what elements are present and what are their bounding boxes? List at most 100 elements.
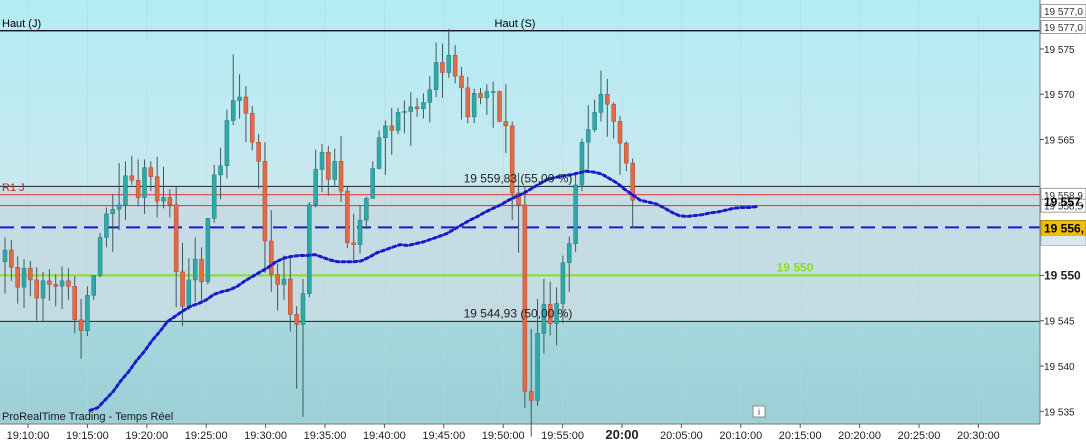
candle xyxy=(281,255,287,300)
candle-body xyxy=(9,249,14,268)
candle xyxy=(53,274,58,307)
moving-average xyxy=(88,169,758,412)
candle-body xyxy=(167,197,173,206)
candle-body xyxy=(541,304,547,334)
candle-body xyxy=(104,213,109,238)
candle-body xyxy=(592,112,597,130)
candle-body xyxy=(465,87,471,118)
x-tick-label: 19:30:00 xyxy=(244,430,287,442)
candle xyxy=(452,45,458,84)
candle-body xyxy=(522,204,528,392)
x-tick-label: 19:35:00 xyxy=(304,430,347,442)
candle xyxy=(256,134,261,189)
candle-body xyxy=(15,267,20,288)
candle xyxy=(59,266,65,309)
candle-body xyxy=(389,125,394,131)
x-tick-label: 20:15:00 xyxy=(779,430,822,442)
candle xyxy=(72,276,77,334)
x-tick-label: 19:15:00 xyxy=(66,430,109,442)
axis-value-label: 19 577,0 xyxy=(1044,23,1083,34)
candle xyxy=(294,306,299,389)
axis-value-label: 19 556, xyxy=(1044,221,1084,235)
x-tick-label: 19:10:00 xyxy=(7,430,50,442)
candle-body xyxy=(53,284,58,287)
candle xyxy=(148,161,154,192)
candle-body xyxy=(135,180,141,198)
candle xyxy=(421,93,426,119)
candle xyxy=(503,84,509,154)
candle-body xyxy=(78,319,84,331)
level-label: Haut (J) xyxy=(2,18,41,30)
candle-body xyxy=(573,184,578,244)
candle-body xyxy=(611,103,616,122)
candle-body xyxy=(250,112,255,143)
level-label: R1 J xyxy=(2,182,25,194)
candle-body xyxy=(452,55,458,77)
candle xyxy=(554,287,559,346)
candle-body xyxy=(414,106,420,109)
candle-body xyxy=(173,204,179,273)
candle xyxy=(40,271,46,322)
candle-body xyxy=(630,162,635,201)
candle-body xyxy=(123,175,128,206)
candle xyxy=(34,267,39,321)
candle xyxy=(161,166,166,209)
candle-body xyxy=(326,151,331,180)
x-tick-label: 19:40:00 xyxy=(363,430,406,442)
candle-body xyxy=(364,198,369,221)
candle xyxy=(97,232,103,278)
candles xyxy=(2,28,635,437)
candle-body xyxy=(338,161,344,192)
candle-body xyxy=(376,137,382,169)
candle xyxy=(110,193,116,252)
candle-body xyxy=(85,295,90,331)
candle xyxy=(116,163,122,231)
candle-body xyxy=(307,204,312,294)
x-tick-label: 20:05:00 xyxy=(660,430,703,442)
candle-body xyxy=(446,55,452,73)
candle xyxy=(490,81,496,128)
candle xyxy=(446,28,452,78)
candle-body xyxy=(421,102,426,109)
candle-body xyxy=(218,165,223,176)
candle-body xyxy=(319,151,325,170)
candle xyxy=(218,147,223,200)
candle xyxy=(142,159,147,214)
axis-value-bg xyxy=(1040,4,1086,18)
candle xyxy=(547,281,553,336)
candle xyxy=(509,121,515,221)
moving-average-line xyxy=(88,169,758,412)
candle-body xyxy=(567,243,572,263)
y-tick-label: 19 575 xyxy=(1044,45,1075,56)
candle-body xyxy=(154,176,160,202)
candle xyxy=(560,255,566,324)
level-label: Haut (S) xyxy=(495,18,536,30)
candle xyxy=(522,185,528,408)
candle-body xyxy=(440,62,445,73)
candle-body xyxy=(116,204,122,210)
candle xyxy=(313,149,318,208)
candle-body xyxy=(40,280,46,299)
candle-body xyxy=(142,167,147,198)
candle-body xyxy=(230,100,236,121)
svg-text:i: i xyxy=(758,407,760,417)
y-axis: 19 535 19 540 19 545 19 550 19 565 19 570 19 5… xyxy=(1040,4,1086,418)
candle xyxy=(28,260,33,297)
y-tick-label: 19 570 xyxy=(1044,90,1075,101)
candle-body xyxy=(509,125,515,194)
candle xyxy=(459,67,464,120)
candle xyxy=(9,240,14,281)
candle-body xyxy=(605,93,610,105)
info-icon[interactable]: i xyxy=(752,405,766,418)
y-tick-label: 19 535 xyxy=(1044,407,1075,418)
candle-body xyxy=(256,141,261,162)
axis-value-box: 19 556, xyxy=(1040,220,1086,237)
candle xyxy=(389,107,394,155)
level-label: 19 550 xyxy=(777,260,814,274)
candle xyxy=(414,97,420,117)
candle xyxy=(250,106,255,151)
candle xyxy=(288,257,293,332)
candle-body xyxy=(427,89,433,103)
axis-value-box: 19 558,5 xyxy=(1040,198,1086,213)
